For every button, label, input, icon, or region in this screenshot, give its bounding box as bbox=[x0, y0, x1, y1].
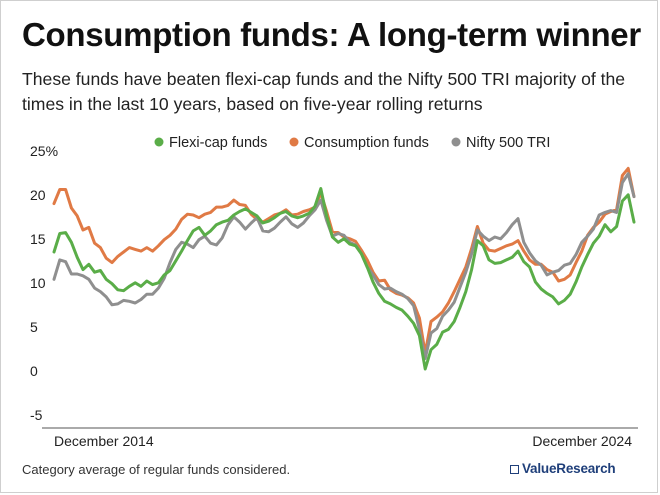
series-line-1 bbox=[52, 166, 636, 355]
line-chart: Flexi-cap funds Consumption funds Nifty 50… bbox=[30, 135, 638, 449]
y-tick-label: 15 bbox=[30, 231, 46, 247]
y-axis-ticks: 25% 20 15 10 5 0 -5 bbox=[30, 143, 58, 423]
x-axis-ticks: December 2014 December 2024 bbox=[54, 433, 632, 449]
y-tick-label: 20 bbox=[30, 187, 46, 203]
x-tick-label-end: December 2024 bbox=[532, 433, 632, 449]
y-tick-label: -5 bbox=[30, 407, 43, 423]
legend: Flexi-cap funds Consumption funds Nifty 50… bbox=[154, 135, 550, 151]
brand-name: ValueResearch bbox=[522, 461, 616, 476]
footer-note: Category average of regular funds consid… bbox=[22, 462, 291, 477]
y-tick-label: 5 bbox=[30, 319, 38, 335]
legend-label-0: Flexi-cap funds bbox=[169, 135, 267, 151]
legend-marker-2 bbox=[451, 137, 461, 147]
legend-label-2: Nifty 500 TRI bbox=[466, 135, 550, 151]
legend-marker-0 bbox=[154, 137, 164, 147]
y-tick-label: 10 bbox=[30, 275, 46, 291]
series-line-0 bbox=[52, 187, 636, 371]
brand-check-icon bbox=[510, 465, 519, 474]
y-tick-label: 0 bbox=[30, 363, 38, 379]
legend-label-1: Consumption funds bbox=[304, 135, 429, 151]
x-tick-label-start: December 2014 bbox=[54, 433, 154, 449]
brand-logo: ValueResearch bbox=[510, 461, 616, 476]
y-tick-label: 25% bbox=[30, 143, 58, 159]
chart-title: Consumption funds: A long-term winner bbox=[22, 16, 641, 53]
chart-subtitle: These funds have beaten flexi-cap funds … bbox=[22, 69, 626, 114]
legend-marker-1 bbox=[289, 137, 299, 147]
series-lines bbox=[52, 166, 636, 371]
series-line-2 bbox=[52, 172, 636, 360]
